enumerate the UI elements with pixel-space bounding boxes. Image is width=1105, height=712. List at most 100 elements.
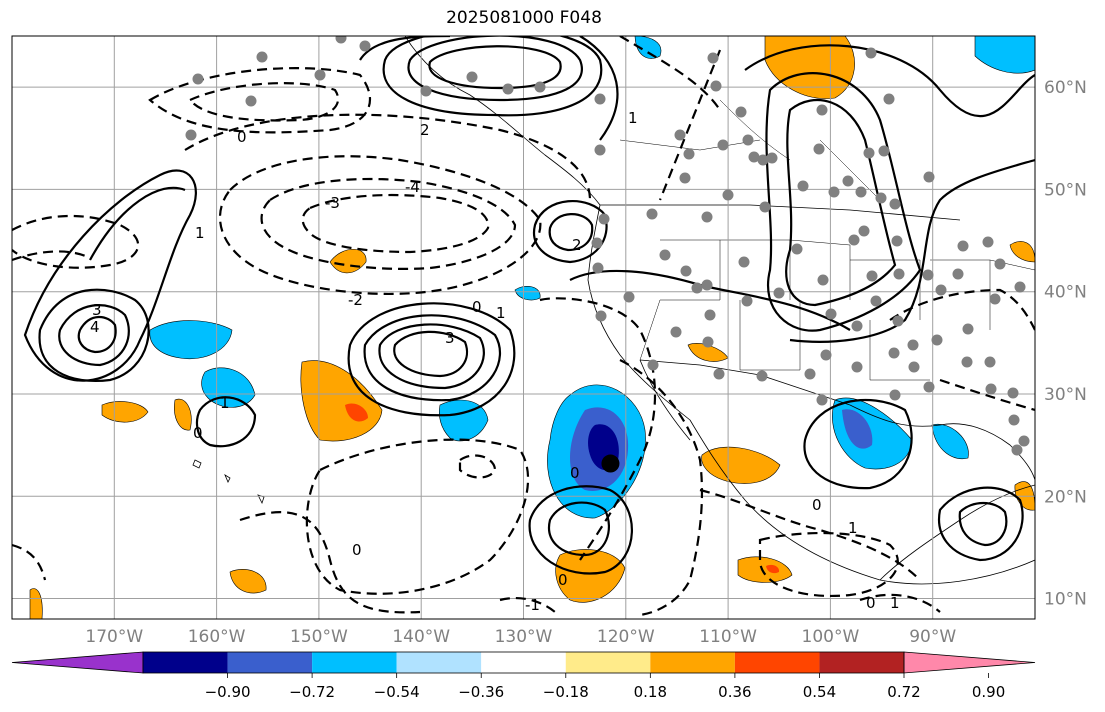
station-dot: [359, 40, 371, 52]
colorbar-label: −0.36: [458, 683, 504, 701]
colorbar-segment: [565, 652, 651, 673]
longitude-tick-labels: 170°W 160°W 150°W 140°W 130°W 120°W 110°W 100°W…: [85, 627, 956, 647]
colorbar-label: −0.54: [374, 683, 420, 701]
gulf-coast: [849, 404, 1035, 481]
negative-anomaly-central-pacific: [439, 399, 489, 442]
contour-positive: [937, 486, 1024, 562]
contour-positive: [785, 98, 897, 307]
colorbar-label: −0.90: [205, 683, 251, 701]
station-dot: [1007, 387, 1019, 399]
contour-positive: [803, 398, 913, 490]
station-dot: [502, 83, 514, 95]
station-dot: [923, 171, 935, 183]
colorbar-label: 0.18: [634, 683, 667, 701]
longitude-label: 170°W: [85, 627, 143, 647]
contour-negative: [184, 113, 592, 201]
station-dot: [957, 240, 969, 252]
contour-label: -4: [405, 178, 420, 196]
station-dot: [466, 71, 478, 83]
colorbar-segment: [650, 652, 735, 673]
contour-label: 3: [415, 9, 425, 27]
longitude-label: 120°W: [597, 627, 655, 647]
contour-positive: [532, 199, 608, 264]
contour-label: 1: [848, 519, 858, 537]
positive-anomaly-central-pacific-core: [345, 403, 368, 422]
colorbar-segment: [481, 652, 566, 673]
station-dot: [923, 381, 935, 393]
positive-anomaly-hawaii-west: [101, 401, 149, 423]
station-dot: [907, 339, 919, 351]
station-dot: [863, 147, 875, 159]
station-dot: [592, 262, 604, 274]
negative-anomaly-north-pacific: [634, 36, 662, 59]
contour-label: 1: [220, 394, 230, 412]
station-dot: [256, 51, 268, 63]
station-dot: [875, 192, 887, 204]
contour-positive: [195, 396, 257, 448]
station-dot: [722, 189, 734, 201]
colorbar-segment: [143, 652, 228, 673]
longitude-label: 140°W: [392, 627, 450, 647]
station-dot: [922, 269, 934, 281]
station-dot: [748, 151, 760, 163]
contour-label: -1: [525, 596, 540, 614]
station-dot: [710, 80, 722, 92]
station-dot: [870, 295, 882, 307]
contour-negative: [539, 297, 657, 561]
negative-anomaly-west-pacific-2: [201, 367, 256, 408]
contour-positive: [378, 323, 485, 390]
station-dot: [878, 145, 890, 157]
station-dot: [817, 274, 829, 286]
contour-label: 0: [558, 571, 568, 589]
colorbar-extend-high: [903, 651, 1036, 674]
contour-negative: [188, 82, 340, 122]
latitude-label: 10°N: [1044, 590, 1087, 610]
colorbar-segment: [227, 652, 313, 673]
contour-negative: [12, 250, 91, 262]
station-dot: [683, 148, 695, 160]
contour-negative: [305, 438, 530, 595]
map-plot-area: -4 -3 -2 0 1 3 4 3 1 3 2 2 0 0 0 -1 0 1 …: [12, 9, 1035, 619]
station-dot: [1008, 414, 1020, 426]
colorbar-label: 0.54: [803, 683, 836, 701]
station-dot: [816, 394, 828, 406]
contour-label: 1: [195, 224, 205, 242]
station-dot: [984, 356, 996, 368]
contour-label: 0: [866, 594, 876, 612]
colorbar-segment: [312, 652, 397, 673]
station-dot: [935, 284, 947, 296]
station-dot: [707, 52, 719, 64]
contour-positive: [382, 36, 603, 117]
station-dot: [813, 143, 825, 155]
longitude-label: 100°W: [802, 627, 860, 647]
station-dot: [982, 236, 994, 248]
station-dot: [889, 198, 901, 210]
contour-label: -3: [325, 194, 340, 212]
contour-negative: [148, 67, 371, 134]
station-dot: [591, 237, 603, 249]
contour-label: 3: [92, 301, 102, 319]
station-dot: [420, 85, 432, 97]
negative-anomaly-gulf-core: [842, 409, 873, 449]
station-dot: [646, 208, 658, 220]
station-dot: [192, 73, 204, 85]
station-dot: [623, 291, 635, 303]
positive-anomaly-south-mexico-core: [766, 564, 780, 574]
negative-anomaly-small: [514, 285, 541, 301]
station-dot: [674, 129, 686, 141]
contour-positive: [407, 36, 583, 102]
station-dot: [756, 370, 768, 382]
station-dot: [865, 47, 877, 59]
contour-positive: [363, 314, 501, 402]
contour-label: 1: [496, 304, 506, 322]
station-dot: [1011, 444, 1023, 456]
station-dot: [891, 235, 903, 247]
station-dot: [962, 323, 974, 335]
station-dot: [804, 368, 816, 380]
station-dot: [594, 93, 606, 105]
contour-label: 0: [812, 496, 822, 514]
positive-anomaly-small-2: [229, 569, 267, 594]
contour-negative: [889, 288, 1035, 331]
contour-negative: [619, 359, 704, 617]
